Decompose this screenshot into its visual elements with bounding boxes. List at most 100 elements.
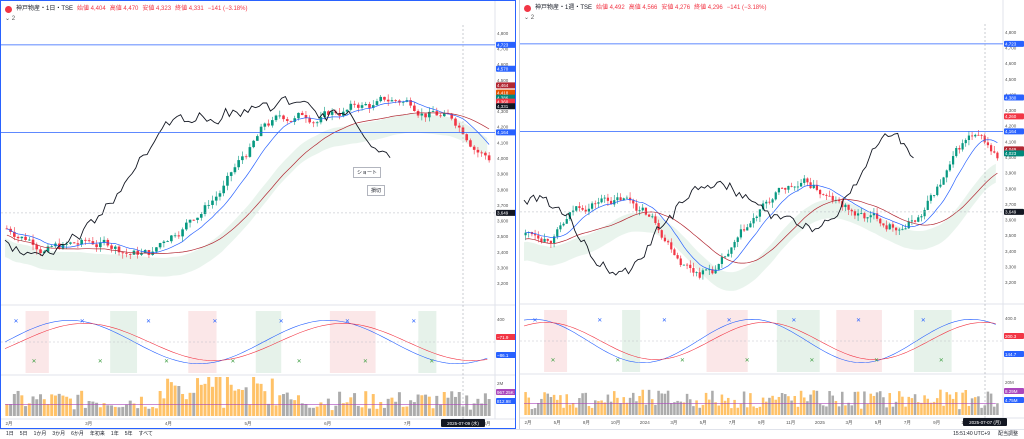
range-6m[interactable]: 6か月: [71, 431, 84, 437]
volume-bar: [439, 404, 443, 416]
range-5d[interactable]: 5日: [19, 431, 28, 437]
buy-signal-icon: ✕: [230, 359, 235, 365]
time-tick-label: 5月: [244, 421, 251, 427]
candle-body: [790, 185, 793, 187]
volume-bar: [536, 403, 540, 415]
volume-bar: [50, 394, 54, 416]
left-chart-canvas[interactable]: 4,8004,7004,6004,5004,4004,3004,2004,100…: [1, 1, 516, 429]
range-5y[interactable]: 5年: [124, 431, 133, 437]
range-1d[interactable]: 1日: [6, 431, 14, 437]
right-open: 始値 4,492: [596, 5, 625, 11]
clock-readout[interactable]: 15:51:40 UTC+9: [953, 431, 990, 437]
volume-bar: [685, 393, 689, 415]
osc-tag-label: −71.9: [497, 335, 509, 340]
volume-bar: [147, 408, 151, 416]
candle-body: [888, 224, 891, 230]
osc-tag-bg: [1004, 351, 1024, 357]
candle-body: [866, 217, 869, 219]
volume-bar: [12, 393, 16, 416]
candle-body: [980, 134, 983, 136]
price-tag-label: 4,386: [497, 95, 509, 100]
candle-body: [84, 239, 87, 241]
volume-bar: [996, 403, 999, 415]
dividend-adjust-button[interactable]: 配当調整: [997, 431, 1018, 437]
volume-bar: [203, 383, 207, 416]
volume-bar: [777, 396, 781, 415]
time-tick-label: 10月: [611, 420, 621, 426]
volume-bar: [53, 395, 57, 416]
range-3m[interactable]: 3か月: [52, 431, 66, 437]
volume-bar: [555, 399, 559, 415]
candle-body: [454, 118, 457, 126]
candle-body: [263, 123, 267, 127]
time-tick-label: 2月: [524, 420, 531, 426]
candle-body: [676, 255, 679, 259]
right-chart-canvas[interactable]: 4,8004,7004,6004,5004,4004,3004,2004,100…: [520, 0, 1024, 429]
volume-bar: [401, 406, 405, 416]
price-tick-label: 4,800: [497, 31, 509, 36]
volume-tag-bg: [1004, 388, 1024, 394]
candle-body: [222, 185, 226, 194]
volume-bar: [657, 390, 660, 415]
left-indicator-toggle[interactable]: ⌄ 2: [5, 16, 16, 22]
candle-body: [765, 201, 768, 204]
price-tick-label: 3,700: [1005, 202, 1017, 207]
volume-bar: [296, 395, 300, 416]
range-1m[interactable]: 1か月: [33, 431, 47, 437]
volume-bar: [935, 398, 939, 415]
volume-bar: [628, 397, 632, 415]
candle-body: [993, 151, 996, 153]
left-chart-pane[interactable]: 4,8004,7004,6004,5004,4004,3004,2004,100…: [0, 0, 516, 429]
candle-body: [692, 268, 695, 273]
volume-bar: [609, 401, 613, 415]
candle-body: [166, 241, 169, 243]
volume-bar: [184, 399, 188, 416]
range-ytd[interactable]: 年初来: [89, 431, 105, 437]
volume-bar: [356, 405, 360, 416]
volume-bar: [790, 400, 793, 415]
candle-body: [942, 177, 945, 185]
volume-bar: [669, 403, 673, 415]
volume-bar: [698, 407, 702, 415]
candle-body: [685, 264, 689, 266]
candle-body: [793, 186, 796, 188]
candle-body: [76, 243, 80, 245]
volume-bar: [730, 408, 733, 415]
time-tick-label: 8月: [583, 420, 590, 426]
price-tick-label: 4,200: [497, 125, 509, 130]
volume-bar: [695, 400, 698, 415]
price-tag-label: 3,649: [497, 211, 509, 216]
candle-body: [875, 213, 879, 219]
volume-bar: [72, 409, 76, 416]
price-tick-label: 3,400: [1005, 249, 1017, 254]
volume-bar: [875, 392, 879, 415]
time-tick-label: 7月: [729, 420, 736, 426]
right-chart-pane[interactable]: 4,8004,7004,6004,5004,4004,3004,2004,100…: [519, 0, 1024, 429]
volume-bar: [977, 396, 980, 415]
volume-bar: [568, 404, 572, 415]
candle-body: [556, 229, 559, 237]
right-indicator-toggle[interactable]: ⌄ 2: [524, 15, 535, 21]
price-tick-label: 3,800: [497, 187, 509, 192]
left-symbol[interactable]: 神戸物産・1日・TSE: [16, 6, 74, 12]
candle-body: [293, 118, 297, 122]
volume-bar: [901, 396, 904, 415]
volume-bar: [68, 398, 72, 416]
volume-bar: [199, 384, 203, 416]
volume-bar: [121, 406, 125, 416]
volume-bar: [831, 395, 835, 415]
range-all[interactable]: すべて: [138, 431, 153, 437]
osc-tag-label: 400: [497, 317, 505, 322]
candle-body: [543, 238, 546, 242]
candle-body: [885, 225, 888, 230]
candle-body: [641, 207, 644, 211]
range-1y[interactable]: 1年: [110, 431, 119, 437]
volume-bar: [278, 395, 282, 416]
candle-body: [439, 115, 442, 117]
sell-signal-icon: ✕: [597, 318, 602, 324]
volume-bar: [964, 390, 968, 415]
volume-bar: [644, 404, 648, 415]
candle-body: [761, 203, 765, 210]
candle-body: [69, 242, 72, 244]
right-symbol[interactable]: 神戸物産・1週・TSE: [535, 5, 593, 11]
